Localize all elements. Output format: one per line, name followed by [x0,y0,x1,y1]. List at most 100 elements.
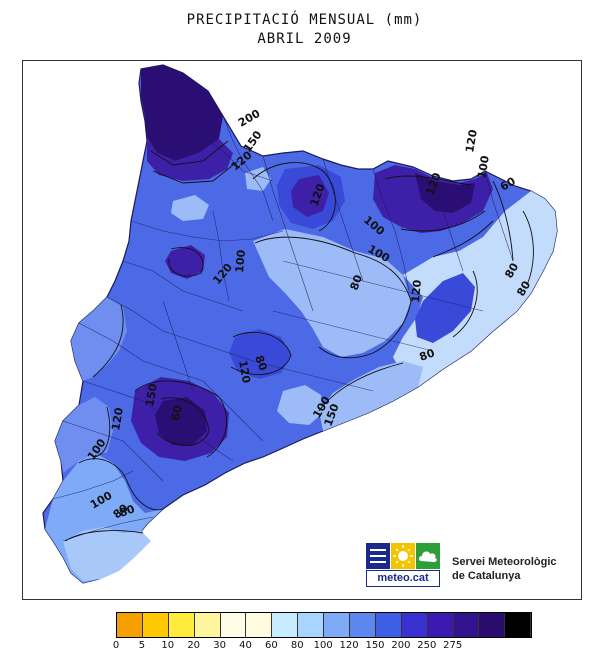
legend-swatch [375,613,402,637]
isohyet-label: 80 [118,502,137,520]
legend-swatch [401,613,428,637]
legend-label: 275 [443,640,463,651]
isohyet-line [150,140,229,166]
county-line [282,260,484,312]
isohyet-line [134,380,228,458]
county-line [252,360,374,392]
pyrenees-high-area [147,137,233,181]
county-boundaries [52,115,514,542]
legend-swatch [194,613,221,637]
east-high-band [415,273,475,343]
county-line [152,120,274,182]
isohyet-line [492,180,514,262]
isohyet-label: 60 [169,404,185,422]
legend-label: 80 [290,640,304,651]
isohyet-label: 150 [143,382,160,407]
isohyet-line [152,160,239,184]
precipitation-map: 200 150 120 120 100 120 100 120 120 60 1… [42,64,558,584]
west-mid-low-area [71,297,127,381]
institution-name-line1: Servei Meteorològic [452,556,557,568]
isohyet-line [168,247,204,277]
logo-text: meteo.cat [366,570,440,587]
isohyet-line [452,270,478,338]
legend-swatch [350,613,376,637]
region-fills [42,64,558,584]
county-line [272,310,434,352]
county-line [162,300,194,392]
isohyet-label: 200 [236,107,263,130]
delta-lowest-area [63,527,151,581]
county-line [106,296,254,362]
map-subtitle: ABRIL 2009 [257,31,352,47]
legend-label: 40 [239,640,252,651]
county-line [62,516,154,542]
isohyet-line [432,220,494,258]
county-line [262,155,314,312]
legend-label: 250 [417,640,437,651]
isohyet-label: 120 [409,279,424,303]
menu-lines-icon [366,543,390,569]
isohyet-line [156,397,210,446]
county-line [52,470,134,500]
legend-swatch [117,613,143,637]
county-line [222,115,274,222]
west-band-area [55,397,113,473]
legend-label: 0 [112,640,120,651]
legend-swatch [246,613,273,637]
legend-swatch [220,613,247,637]
legend-swatch [427,613,454,637]
legend-label: 100 [313,640,333,651]
isohyet-line [318,300,412,359]
isohyet-line [522,210,534,286]
county-line [484,170,514,262]
legend-label: 5 [138,640,146,651]
county-line [372,168,410,292]
legend-swatch [142,613,169,637]
legend-swatch [505,613,532,637]
legend-label: 30 [213,640,226,651]
sun-icon [391,543,415,569]
central-very-high-pocket [291,175,329,217]
color-legend [116,612,533,638]
isohyet-line [254,236,412,302]
south-central-very-high-pocket [155,397,207,445]
legend-label: 150 [365,640,385,651]
isohyet-line [230,331,292,376]
county-line [78,322,204,382]
isohyet-line [92,304,124,378]
map-frame: 200 150 120 120 100 120 100 120 120 60 1… [22,60,582,600]
legend-swatch [324,613,351,637]
isohyet-line [400,210,486,232]
map-title: PRECIPITACIÓ MENSUAL (mm) [186,12,423,28]
cerdanya-light-pocket [245,167,271,191]
garraf-light-pocket [277,385,323,425]
meteocat-logo: meteo.cat [366,543,440,587]
northeast-very-high-area [415,173,475,213]
west-high-pocket [165,245,205,279]
county-line [212,210,230,302]
ripolles-light-pocket [171,195,209,221]
legend-swatch [168,613,195,637]
isohyet-line [94,406,111,458]
isohyet-line [318,362,404,412]
isohyet-line [78,458,164,511]
isohyet-label: 80 [348,273,366,292]
isohyet-label: 80 [418,346,437,364]
legend-label: 10 [161,640,175,651]
isohyet-line [64,530,144,542]
cloud-icon [416,543,440,569]
isohyet-lines [64,140,534,542]
legend-swatch [479,613,506,637]
county-line [432,175,464,272]
isohyet-label: 100 [233,249,248,273]
isohyet-line [384,175,472,186]
isohyet-label: 120 [236,359,253,384]
legend-swatch [453,613,480,637]
institution-name-line2: de Catalunya [452,570,521,582]
county-line [62,420,164,482]
isohyet-label: 80 [252,354,270,373]
county-line [82,380,234,462]
isohyet-label: 100 [475,154,492,179]
legend-swatch [272,613,299,637]
legend-swatch [298,613,325,637]
